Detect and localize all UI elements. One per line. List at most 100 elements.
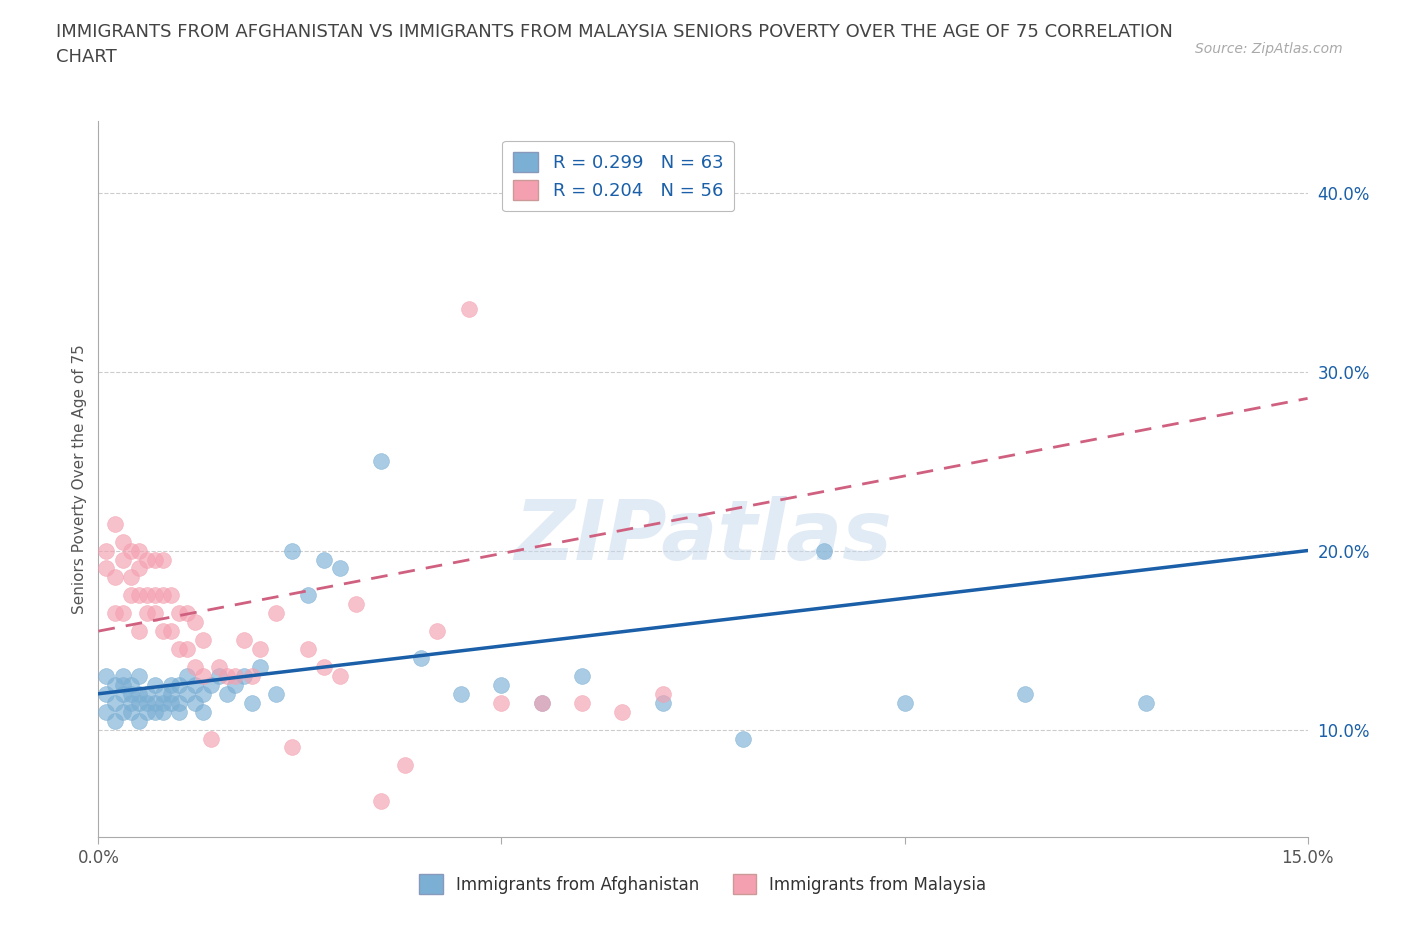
Point (135, 552, 157, 567)
Point (111, 686, 134, 701)
Point (103, 570, 125, 585)
Point (120, 543, 142, 558)
Point (297, 642, 319, 657)
Point (264, 686, 287, 701)
Point (128, 713, 150, 728)
Point (128, 669, 150, 684)
Point (184, 696, 207, 711)
Point (491, 677, 513, 692)
Point (232, 632, 254, 647)
Point (111, 704, 134, 719)
Point (167, 704, 190, 719)
Point (103, 677, 125, 692)
Point (120, 696, 142, 711)
Point (264, 605, 287, 620)
Point (200, 731, 222, 746)
Point (167, 605, 190, 620)
Point (135, 605, 157, 620)
Point (394, 758, 416, 773)
Point (224, 677, 246, 692)
Point (143, 696, 166, 711)
Point (111, 534, 134, 549)
Point (184, 659, 207, 674)
Point (111, 605, 134, 620)
Point (281, 543, 304, 558)
Point (111, 669, 134, 684)
Point (571, 669, 593, 684)
Point (103, 605, 125, 620)
Point (813, 543, 835, 558)
Point (893, 696, 915, 711)
Point (530, 696, 553, 711)
Point (184, 677, 207, 692)
Text: ZIPatlas: ZIPatlas (515, 496, 891, 577)
Point (128, 686, 150, 701)
Point (217, 686, 239, 701)
Point (152, 696, 174, 711)
Point (143, 588, 166, 603)
Text: IMMIGRANTS FROM AFGHANISTAN VS IMMIGRANTS FROM MALAYSIA SENIORS POVERTY OVER THE: IMMIGRANTS FROM AFGHANISTAN VS IMMIGRANT… (56, 23, 1173, 66)
Point (409, 651, 432, 666)
Point (111, 677, 134, 692)
Point (176, 642, 198, 657)
Legend: Immigrants from Afghanistan, Immigrants from Malaysia: Immigrants from Afghanistan, Immigrants … (413, 868, 993, 900)
Point (232, 669, 254, 684)
Point (120, 686, 142, 701)
Point (224, 669, 246, 684)
Point (135, 686, 157, 701)
Point (103, 713, 125, 728)
Point (314, 659, 336, 674)
Point (370, 794, 392, 809)
Point (249, 659, 271, 674)
Point (176, 686, 198, 701)
Point (120, 704, 142, 719)
Point (184, 615, 207, 630)
Y-axis label: Seniors Poverty Over the Age of 75: Seniors Poverty Over the Age of 75 (72, 344, 87, 614)
Point (450, 686, 472, 701)
Point (128, 624, 150, 639)
Point (160, 677, 183, 692)
Text: Source: ZipAtlas.com: Source: ZipAtlas.com (1195, 42, 1343, 56)
Point (128, 561, 150, 576)
Point (167, 642, 190, 657)
Point (152, 552, 174, 567)
Point (571, 696, 593, 711)
Point (651, 696, 673, 711)
Point (152, 624, 174, 639)
Point (96, 704, 118, 719)
Point (314, 552, 336, 567)
Point (458, 301, 481, 316)
Point (135, 588, 157, 603)
Point (103, 516, 125, 531)
Point (651, 686, 673, 701)
Point (370, 454, 392, 469)
Point (176, 605, 198, 620)
Point (103, 696, 125, 711)
Point (426, 624, 449, 639)
Point (96, 669, 118, 684)
Point (135, 704, 157, 719)
Point (160, 588, 183, 603)
Point (120, 570, 142, 585)
Point (281, 740, 304, 755)
Point (120, 677, 142, 692)
Point (160, 696, 183, 711)
Point (297, 588, 319, 603)
Point (208, 669, 231, 684)
Point (120, 588, 142, 603)
Point (143, 552, 166, 567)
Point (96, 686, 118, 701)
Point (329, 669, 352, 684)
Point (217, 669, 239, 684)
Point (152, 704, 174, 719)
Point (152, 686, 174, 701)
Point (128, 588, 150, 603)
Point (1014, 686, 1036, 701)
Point (344, 597, 367, 612)
Point (733, 731, 755, 746)
Point (176, 669, 198, 684)
Point (193, 704, 215, 719)
Point (612, 704, 634, 719)
Point (96, 561, 118, 576)
Point (208, 659, 231, 674)
